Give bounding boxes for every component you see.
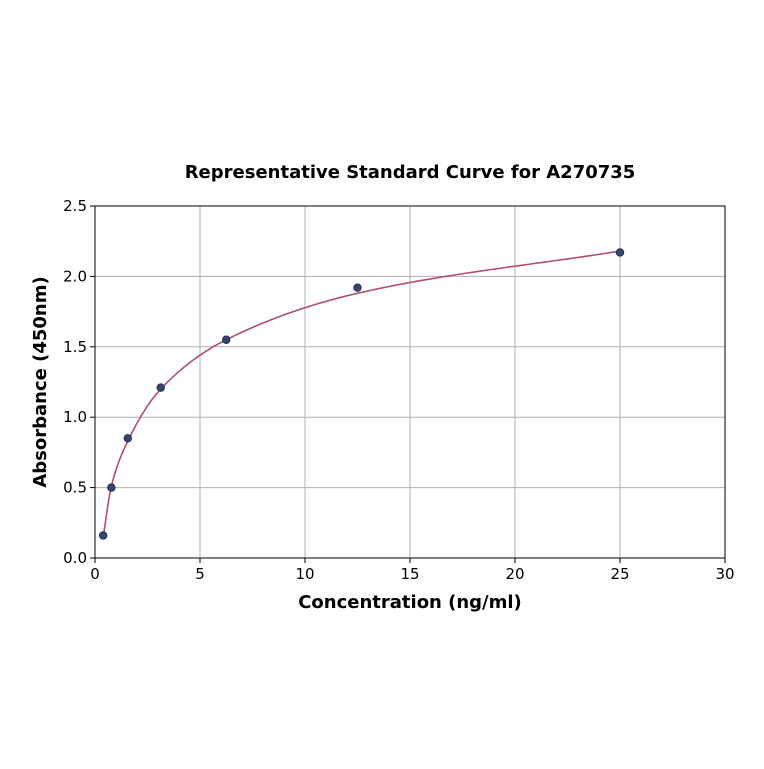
y-tick-label: 0.0 xyxy=(63,549,87,567)
data-point xyxy=(107,483,116,492)
x-axis-label: Concentration (ng/ml) xyxy=(298,592,522,613)
grid-lines xyxy=(94,205,726,559)
x-tick-label: 15 xyxy=(400,565,419,583)
x-tick-label: 10 xyxy=(295,565,314,583)
y-tick-label: 2.5 xyxy=(63,197,87,215)
data-point xyxy=(353,283,362,292)
x-tick-label: 25 xyxy=(610,565,629,583)
x-tick-label: 20 xyxy=(505,565,524,583)
y-axis-label: Absorbance (450nm) xyxy=(30,276,51,487)
chart-title: Representative Standard Curve for A27073… xyxy=(185,162,636,183)
fit-curve xyxy=(102,250,621,538)
y-tick-label: 2.0 xyxy=(63,267,87,285)
y-tick-label: 0.5 xyxy=(63,479,87,497)
y-tick-label: 1.5 xyxy=(63,338,87,356)
x-tick-label: 5 xyxy=(195,565,205,583)
x-tick-label: 30 xyxy=(715,565,734,583)
y-tick-label: 1.0 xyxy=(63,408,87,426)
data-point xyxy=(98,531,108,540)
fit-curve-layer xyxy=(102,250,621,538)
data-point xyxy=(156,383,165,392)
axis-ticks: 0 5 10 15 20 25 30 0.0 0.5 1.0 1.5 2.0 2.5 xyxy=(63,197,734,583)
x-tick-label: 0 xyxy=(90,565,100,583)
data-point xyxy=(615,248,625,257)
data-points-layer xyxy=(98,248,625,540)
data-point xyxy=(222,335,231,344)
data-point xyxy=(123,434,132,443)
